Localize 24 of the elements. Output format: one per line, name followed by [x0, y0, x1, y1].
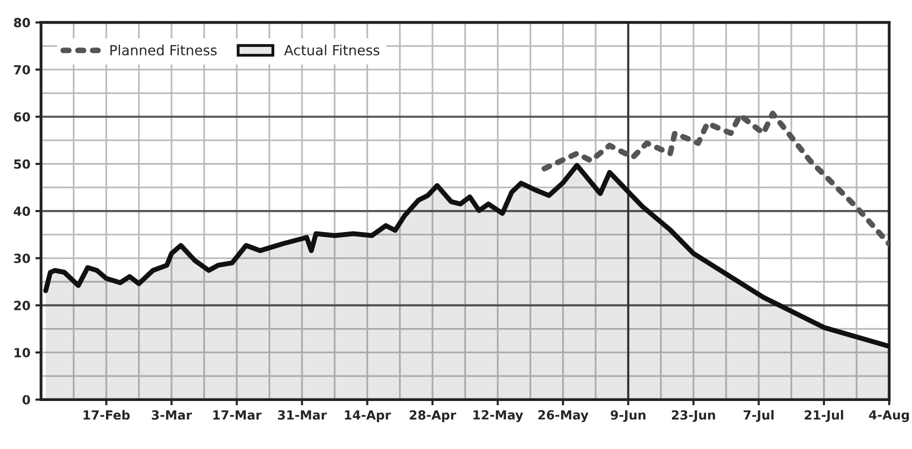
y-tick-label: 20 [14, 300, 30, 310]
x-tick-label: 17-Feb [84, 410, 130, 420]
y-tick-label: 30 [14, 254, 30, 264]
x-tick-label: 17-Mar [213, 410, 262, 420]
x-tick-label: 14-Apr [344, 410, 391, 422]
x-tick-label: 12-May [474, 410, 524, 422]
x-tick-label: 3-Mar [152, 410, 192, 420]
y-tick-label: 60 [14, 112, 30, 122]
x-tick-label: 26-May [538, 410, 588, 422]
y-tick-label: 0 [22, 395, 30, 405]
x-tick-label: 28-Apr [410, 410, 456, 422]
y-tick-label: 10 [14, 348, 30, 358]
x-tick-label: 7-Jul [744, 410, 774, 422]
legend-label: Actual Fitness [284, 44, 380, 56]
y-tick-label: 40 [14, 206, 30, 216]
x-tick-label: 9-Jun [610, 410, 646, 422]
legend-label: Planned Fitness [110, 44, 217, 56]
y-tick-label: 50 [14, 159, 30, 169]
x-tick-label: 21-Jul [804, 410, 844, 422]
x-tick-label: 4-Aug [869, 410, 909, 422]
y-tick-label: 70 [14, 65, 30, 75]
x-tick-label: 31-Mar [278, 410, 327, 420]
y-tick-label: 80 [14, 18, 30, 28]
x-tick-label: 23-Jun [672, 410, 716, 422]
